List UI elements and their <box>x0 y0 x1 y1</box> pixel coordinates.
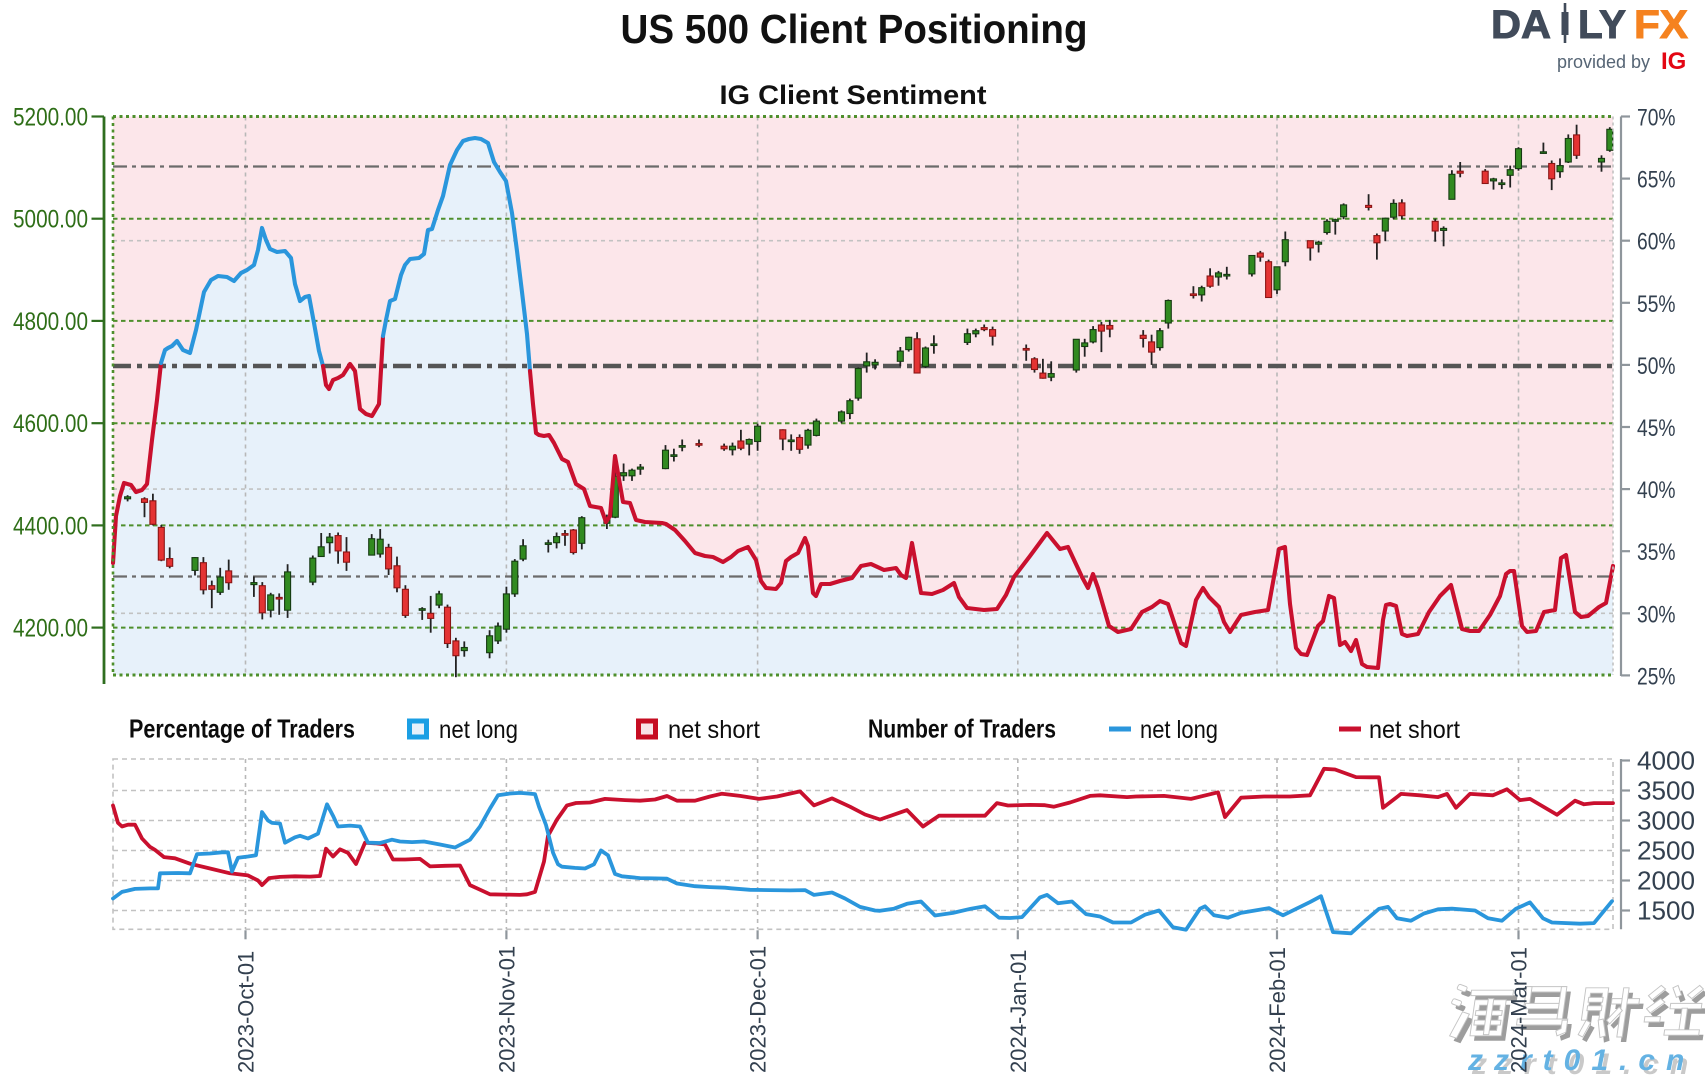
svg-text:2024-Feb-01: 2024-Feb-01 <box>1265 947 1290 1073</box>
svg-text:30%: 30% <box>1637 601 1676 628</box>
svg-text:55%: 55% <box>1637 291 1676 318</box>
svg-text:IG: IG <box>1661 48 1686 75</box>
svg-text:40%: 40% <box>1637 477 1676 504</box>
svg-text:3500: 3500 <box>1637 776 1695 806</box>
svg-text:4600.00: 4600.00 <box>13 410 88 438</box>
svg-text:zzrt01.cn: zzrt01.cn <box>1471 1048 1699 1076</box>
svg-text:4800.00: 4800.00 <box>13 308 88 336</box>
svg-text:IG Client Sentiment: IG Client Sentiment <box>720 80 987 110</box>
svg-text:US 500 Client Positioning: US 500 Client Positioning <box>621 6 1088 52</box>
svg-text:Percentage of Traders: Percentage of Traders <box>129 714 355 744</box>
svg-text:2024-Mar-01: 2024-Mar-01 <box>1507 947 1532 1073</box>
svg-text:50%: 50% <box>1637 353 1676 380</box>
svg-text:net long: net long <box>439 716 518 744</box>
svg-text:4000: 4000 <box>1637 746 1695 776</box>
svg-text:2023-Oct-01: 2023-Oct-01 <box>234 951 259 1073</box>
svg-text:net long: net long <box>1140 716 1218 744</box>
svg-text:2024-Jan-01: 2024-Jan-01 <box>1006 949 1031 1073</box>
svg-text:25%: 25% <box>1637 663 1676 690</box>
svg-text:FX: FX <box>1634 3 1688 47</box>
svg-text:4400.00: 4400.00 <box>13 512 88 540</box>
svg-text:45%: 45% <box>1637 415 1676 442</box>
svg-text:Number of Traders: Number of Traders <box>868 714 1056 744</box>
svg-text:4200.00: 4200.00 <box>13 615 88 643</box>
svg-text:3000: 3000 <box>1637 806 1695 836</box>
svg-text:65%: 65% <box>1637 167 1676 194</box>
svg-text:2000: 2000 <box>1637 866 1695 896</box>
svg-text:net short: net short <box>668 716 760 744</box>
svg-text:70%: 70% <box>1637 105 1676 132</box>
svg-text:net short: net short <box>1369 716 1460 744</box>
svg-text:2023-Dec-01: 2023-Dec-01 <box>746 946 771 1073</box>
svg-text:2023-Nov-01: 2023-Nov-01 <box>494 946 519 1073</box>
svg-text:provided by: provided by <box>1557 52 1650 72</box>
svg-text:1500: 1500 <box>1637 896 1695 926</box>
svg-text:zzrt01.cn: zzrt01.cn <box>1467 1044 1695 1076</box>
svg-text:5000.00: 5000.00 <box>13 206 88 234</box>
svg-text:DA: DA <box>1491 3 1551 47</box>
svg-text:60%: 60% <box>1637 229 1676 256</box>
svg-text:2500: 2500 <box>1637 836 1695 866</box>
svg-text:LY: LY <box>1578 3 1626 47</box>
svg-text:5200.00: 5200.00 <box>13 104 88 132</box>
svg-text:35%: 35% <box>1637 539 1676 566</box>
